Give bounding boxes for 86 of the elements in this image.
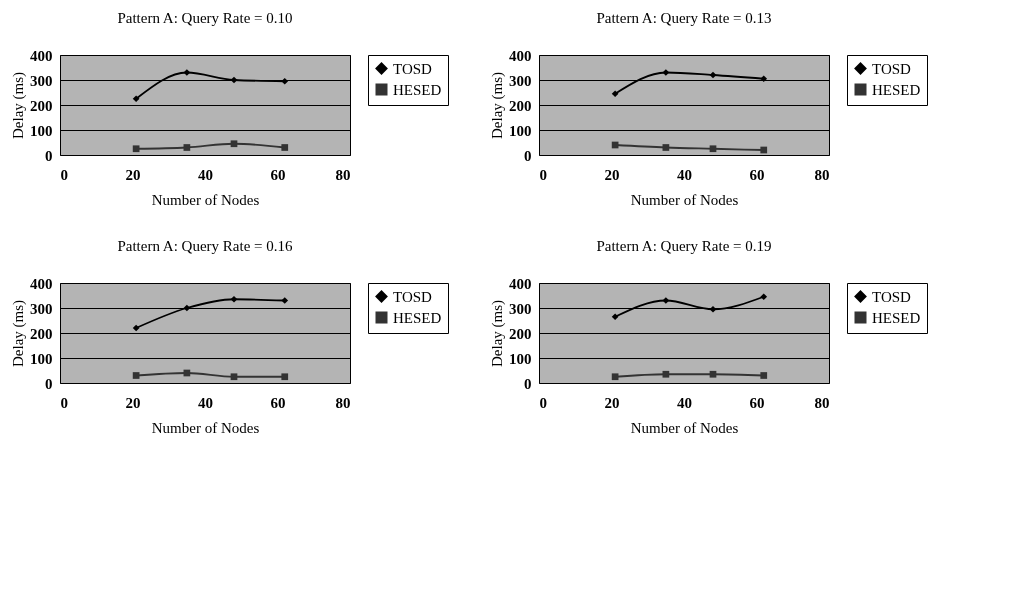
x-tick-label: 0 bbox=[60, 166, 68, 183]
y-tick-label: 100 bbox=[509, 350, 532, 367]
point bbox=[760, 293, 768, 301]
point bbox=[760, 372, 768, 379]
x-tick-label: 60 bbox=[270, 394, 286, 411]
point bbox=[760, 146, 768, 154]
point bbox=[709, 145, 717, 153]
point bbox=[132, 145, 140, 153]
x-tick-label: 20 bbox=[604, 394, 620, 411]
y-tick-label: 0 bbox=[524, 375, 532, 392]
point bbox=[281, 373, 289, 381]
x-tick-label: 20 bbox=[125, 394, 141, 411]
y-tick-label: 300 bbox=[509, 300, 532, 317]
point bbox=[281, 144, 289, 151]
x-tick-label: 80 bbox=[335, 394, 351, 411]
chart-title: Pattern A: Query Rate = 0.16 bbox=[117, 238, 294, 254]
legend-label: HESED bbox=[393, 309, 442, 326]
y-tick-label: 300 bbox=[30, 300, 53, 317]
point bbox=[709, 370, 717, 378]
x-axis-title: Number of Nodes bbox=[151, 419, 260, 436]
y-axis-title: Delay (ms) bbox=[489, 71, 506, 140]
point bbox=[132, 95, 140, 103]
point bbox=[132, 372, 140, 379]
x-tick-label: 80 bbox=[814, 394, 830, 411]
point bbox=[230, 140, 238, 148]
point bbox=[662, 370, 670, 378]
y-axis-title: Delay (ms) bbox=[10, 71, 27, 140]
x-tick-label: 0 bbox=[60, 394, 68, 411]
x-tick-label: 40 bbox=[198, 166, 213, 183]
y-tick-label: 300 bbox=[509, 72, 532, 89]
y-tick-label: 0 bbox=[45, 147, 53, 164]
point bbox=[662, 144, 670, 151]
y-tick-label: 100 bbox=[30, 350, 53, 367]
x-tick-label: 60 bbox=[749, 394, 765, 411]
x-axis-title: Number of Nodes bbox=[630, 191, 739, 208]
y-tick-label: 0 bbox=[524, 147, 532, 164]
legend-label: TOSD bbox=[393, 60, 433, 77]
legend-label: TOSD bbox=[872, 60, 912, 77]
y-tick-label: 100 bbox=[509, 122, 532, 139]
point bbox=[709, 305, 717, 313]
x-tick-label: 60 bbox=[270, 166, 286, 183]
y-axis-title: Delay (ms) bbox=[489, 299, 506, 368]
point bbox=[230, 76, 238, 84]
y-tick-label: 200 bbox=[509, 325, 532, 342]
x-tick-label: 80 bbox=[814, 166, 830, 183]
y-tick-label: 200 bbox=[30, 325, 53, 342]
point bbox=[611, 90, 619, 98]
x-tick-label: 20 bbox=[604, 166, 620, 183]
legend-label: TOSD bbox=[872, 288, 912, 305]
x-tick-label: 40 bbox=[677, 166, 692, 183]
y-tick-label: 400 bbox=[509, 47, 532, 64]
y-tick-label: 300 bbox=[30, 72, 53, 89]
legend-label: TOSD bbox=[393, 288, 433, 305]
point bbox=[281, 297, 289, 304]
point bbox=[183, 144, 191, 151]
point bbox=[132, 324, 140, 332]
point bbox=[611, 313, 619, 321]
legend-label: HESED bbox=[393, 81, 442, 98]
chart-title: Pattern A: Query Rate = 0.10 bbox=[117, 10, 293, 26]
x-tick-label: 20 bbox=[125, 166, 141, 183]
chart-title: Pattern A: Query Rate = 0.19 bbox=[596, 238, 772, 254]
y-tick-label: 200 bbox=[509, 97, 532, 114]
x-tick-label: 0 bbox=[539, 394, 547, 411]
y-tick-label: 100 bbox=[30, 122, 53, 139]
point bbox=[230, 373, 238, 381]
y-axis-title: Delay (ms) bbox=[10, 299, 27, 368]
x-tick-label: 40 bbox=[198, 394, 213, 411]
x-tick-label: 60 bbox=[749, 166, 765, 183]
x-tick-label: 40 bbox=[677, 394, 692, 411]
point bbox=[709, 71, 717, 79]
legend-label: HESED bbox=[872, 81, 921, 98]
legend-label: HESED bbox=[872, 309, 921, 326]
x-tick-label: 0 bbox=[539, 166, 547, 183]
point bbox=[760, 75, 768, 83]
x-axis-title: Number of Nodes bbox=[151, 191, 260, 208]
y-tick-label: 200 bbox=[30, 97, 53, 114]
y-tick-label: 400 bbox=[30, 47, 53, 64]
x-tick-label: 80 bbox=[335, 166, 351, 183]
point bbox=[230, 295, 238, 303]
point bbox=[281, 77, 289, 85]
x-axis-title: Number of Nodes bbox=[630, 419, 739, 436]
y-tick-label: 400 bbox=[30, 275, 53, 292]
y-tick-label: 400 bbox=[509, 275, 532, 292]
point bbox=[611, 373, 619, 381]
chart-title: Pattern A: Query Rate = 0.13 bbox=[596, 10, 772, 26]
y-tick-label: 0 bbox=[45, 375, 53, 392]
